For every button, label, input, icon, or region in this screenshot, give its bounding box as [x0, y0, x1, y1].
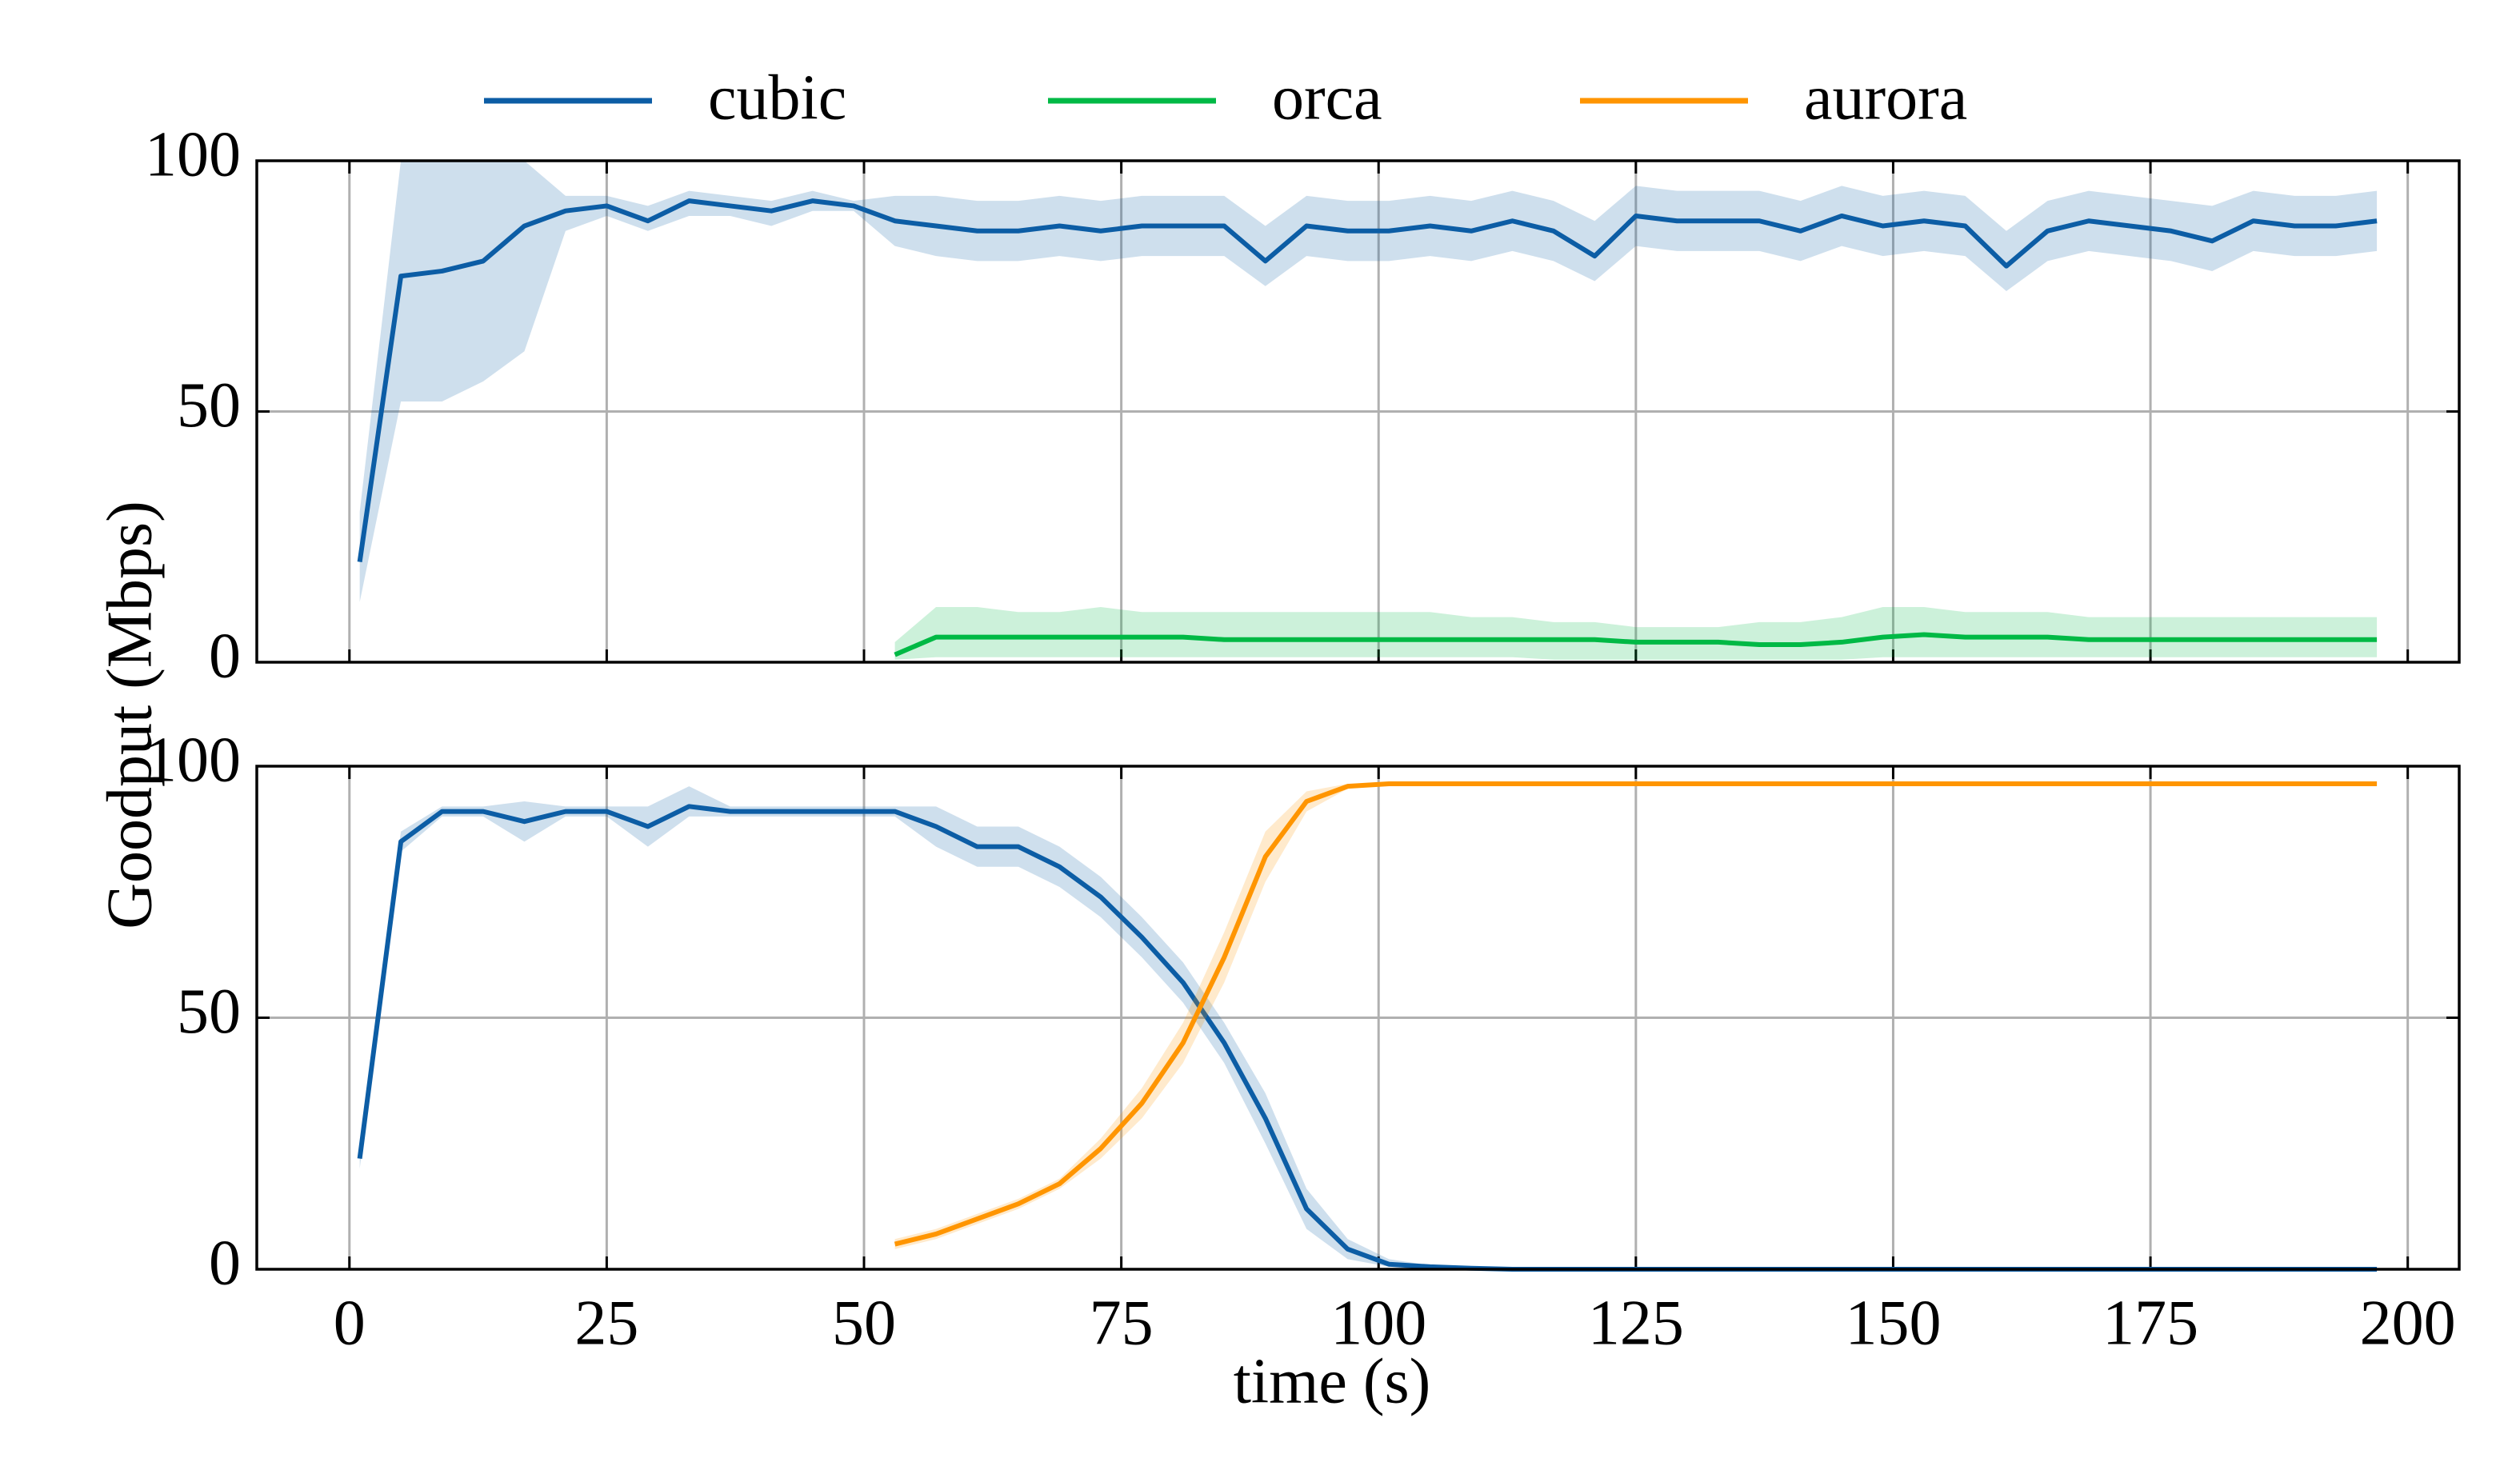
x-tick-label: 200 [2360, 1288, 2456, 1358]
y-tick-label: 0 [209, 621, 241, 691]
x-tick-label: 100 [1330, 1288, 1426, 1358]
y-tick-label: 0 [209, 1228, 241, 1298]
legend-label: aurora [1804, 62, 1967, 133]
series-line [357, 804, 2378, 1272]
x-tick-label: 75 [1090, 1288, 1154, 1358]
x-axis-label: time (s) [1234, 1346, 1431, 1416]
y-tick-label: 100 [145, 119, 241, 190]
legend-label: orca [1272, 62, 1382, 133]
series-line [357, 198, 2378, 563]
x-tick-label: 175 [2102, 1288, 2198, 1358]
y-tick-label: 100 [145, 725, 241, 795]
x-tick-label: 25 [574, 1288, 638, 1358]
axes-frame [255, 159, 2461, 664]
series-line [894, 632, 2378, 657]
confidence-band [894, 607, 2378, 660]
x-tick-label: 125 [1588, 1288, 1684, 1358]
x-tick-label: 150 [1845, 1288, 1941, 1358]
x-tick-label: 50 [832, 1288, 896, 1358]
x-tick-label: 0 [334, 1288, 366, 1358]
y-axis-label: Goodput (Mbps) [94, 501, 165, 929]
series-line [894, 781, 2378, 1247]
axes-frame [255, 765, 2461, 1271]
y-tick-label: 50 [177, 977, 241, 1047]
confidence-band [359, 786, 2378, 1269]
y-tick-label: 50 [177, 370, 241, 441]
confidence-band [894, 782, 2378, 1249]
legend-label: cubic [708, 62, 846, 133]
confidence-band [359, 161, 2378, 602]
